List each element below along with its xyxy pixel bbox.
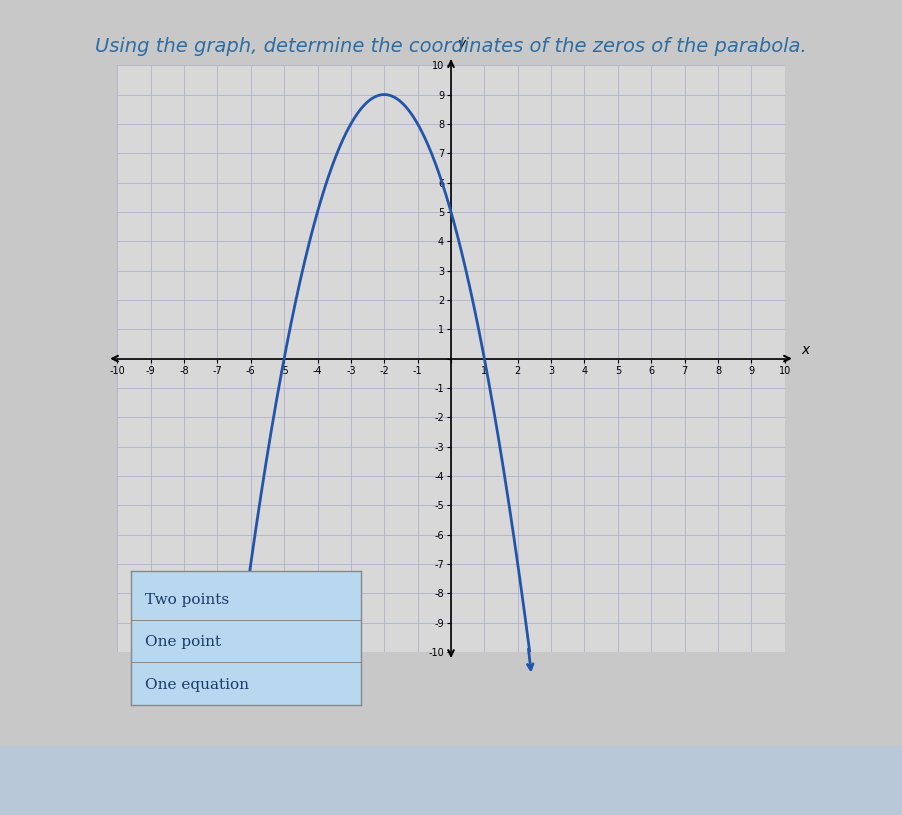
Text: x: x xyxy=(802,343,810,357)
Text: Using the graph, determine the coordinates of the zeros of the parabola.: Using the graph, determine the coordinat… xyxy=(95,37,807,55)
Text: y: y xyxy=(457,37,465,51)
Text: ∨: ∨ xyxy=(437,772,446,785)
Text: Two points: Two points xyxy=(144,593,229,607)
Text: One equation: One equation xyxy=(144,678,249,692)
Text: One point: One point xyxy=(144,635,221,649)
Text: Answer type:: Answer type: xyxy=(122,765,224,780)
